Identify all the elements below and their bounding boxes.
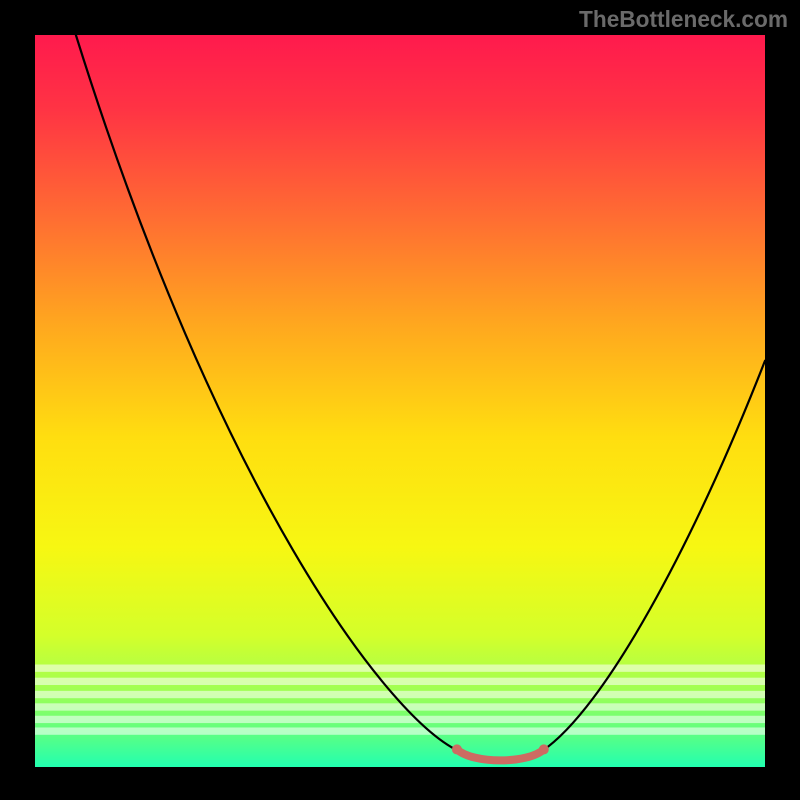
white-streak: [35, 727, 765, 734]
white-streak: [35, 678, 765, 685]
white-streak: [35, 703, 765, 710]
white-streak: [35, 665, 765, 672]
chart-container: TheBottleneck.com: [0, 0, 800, 800]
optimal-range-end-icon: [452, 744, 462, 754]
white-streak: [35, 691, 765, 698]
bottleneck-chart: [0, 0, 800, 800]
gradient-background: [35, 35, 765, 767]
white-streak: [35, 716, 765, 723]
watermark-label: TheBottleneck.com: [579, 6, 788, 33]
optimal-range-end-icon: [539, 744, 549, 754]
